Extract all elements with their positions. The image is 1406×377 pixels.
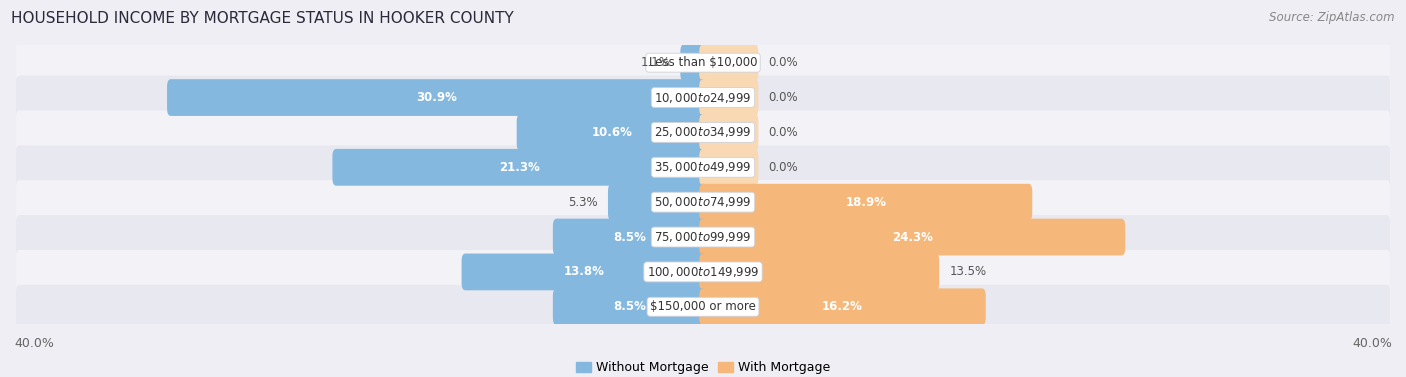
FancyBboxPatch shape (167, 79, 707, 116)
Text: 5.3%: 5.3% (568, 196, 598, 208)
Text: $25,000 to $34,999: $25,000 to $34,999 (654, 126, 752, 139)
FancyBboxPatch shape (607, 184, 707, 221)
Text: 21.3%: 21.3% (499, 161, 540, 174)
FancyBboxPatch shape (699, 114, 758, 151)
FancyBboxPatch shape (699, 219, 1125, 255)
FancyBboxPatch shape (15, 250, 1391, 294)
Text: 0.0%: 0.0% (769, 91, 799, 104)
Text: 0.0%: 0.0% (769, 161, 799, 174)
Legend: Without Mortgage, With Mortgage: Without Mortgage, With Mortgage (571, 356, 835, 377)
Text: 1.1%: 1.1% (640, 56, 671, 69)
FancyBboxPatch shape (461, 254, 707, 290)
FancyBboxPatch shape (15, 75, 1391, 120)
Text: 30.9%: 30.9% (416, 91, 457, 104)
Text: 18.9%: 18.9% (845, 196, 886, 208)
Text: 0.0%: 0.0% (769, 56, 799, 69)
FancyBboxPatch shape (15, 180, 1391, 224)
Text: $50,000 to $74,999: $50,000 to $74,999 (654, 195, 752, 209)
FancyBboxPatch shape (681, 44, 707, 81)
Text: $150,000 or more: $150,000 or more (650, 300, 756, 313)
FancyBboxPatch shape (699, 79, 758, 116)
Text: $100,000 to $149,999: $100,000 to $149,999 (647, 265, 759, 279)
Text: 10.6%: 10.6% (592, 126, 633, 139)
Text: 24.3%: 24.3% (891, 231, 932, 244)
Text: 13.5%: 13.5% (949, 265, 987, 278)
Text: $35,000 to $49,999: $35,000 to $49,999 (654, 160, 752, 174)
Text: 13.8%: 13.8% (564, 265, 605, 278)
FancyBboxPatch shape (699, 184, 1032, 221)
Text: 0.0%: 0.0% (769, 126, 799, 139)
Text: Less than $10,000: Less than $10,000 (648, 56, 758, 69)
FancyBboxPatch shape (553, 288, 707, 325)
FancyBboxPatch shape (15, 285, 1391, 329)
Text: 40.0%: 40.0% (1353, 337, 1392, 350)
FancyBboxPatch shape (699, 149, 758, 185)
Text: 8.5%: 8.5% (613, 300, 647, 313)
FancyBboxPatch shape (516, 114, 707, 151)
Text: Source: ZipAtlas.com: Source: ZipAtlas.com (1270, 11, 1395, 24)
FancyBboxPatch shape (15, 215, 1391, 259)
FancyBboxPatch shape (699, 288, 986, 325)
FancyBboxPatch shape (15, 145, 1391, 189)
Text: 16.2%: 16.2% (823, 300, 863, 313)
FancyBboxPatch shape (699, 254, 939, 290)
FancyBboxPatch shape (332, 149, 707, 185)
FancyBboxPatch shape (553, 219, 707, 255)
Text: $10,000 to $24,999: $10,000 to $24,999 (654, 90, 752, 104)
FancyBboxPatch shape (15, 41, 1391, 85)
Text: 40.0%: 40.0% (14, 337, 53, 350)
FancyBboxPatch shape (699, 44, 758, 81)
FancyBboxPatch shape (15, 110, 1391, 155)
Text: $75,000 to $99,999: $75,000 to $99,999 (654, 230, 752, 244)
Text: 8.5%: 8.5% (613, 231, 647, 244)
Text: HOUSEHOLD INCOME BY MORTGAGE STATUS IN HOOKER COUNTY: HOUSEHOLD INCOME BY MORTGAGE STATUS IN H… (11, 11, 515, 26)
